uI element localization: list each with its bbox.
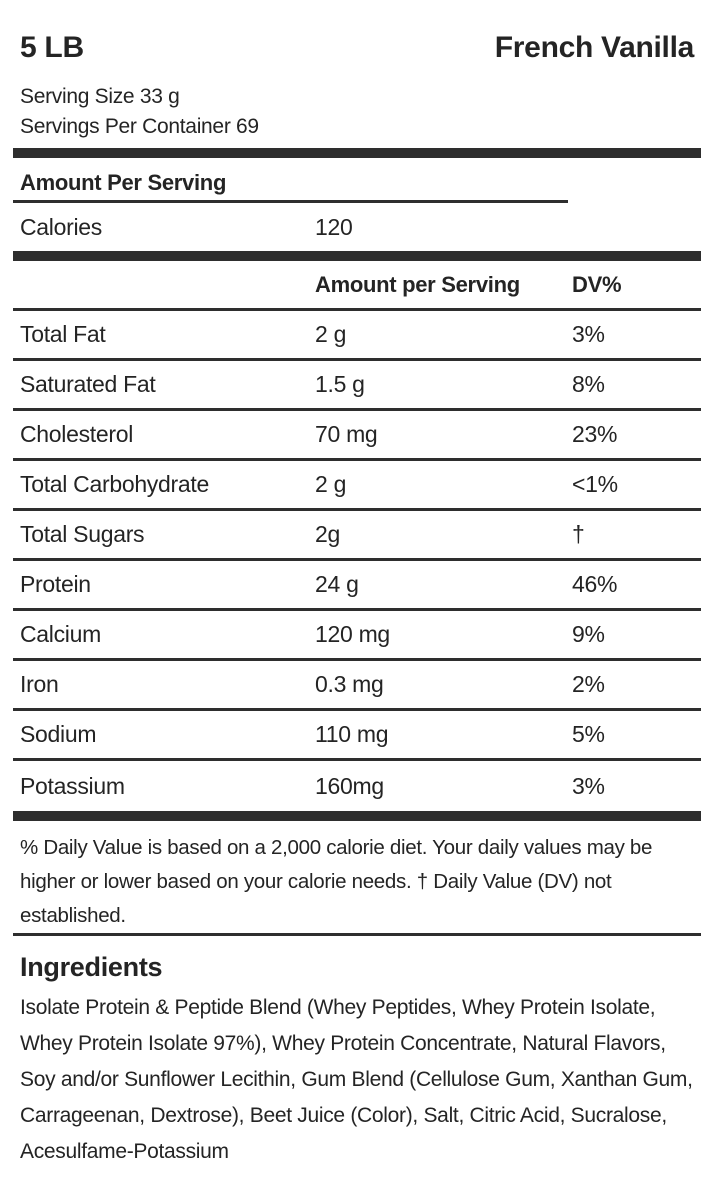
nutrient-dv: 23% bbox=[572, 421, 618, 447]
nutrient-label: Iron bbox=[20, 671, 59, 697]
nutrient-amount: 70 mg bbox=[315, 421, 378, 447]
amount-per-serving-heading: Amount Per Serving bbox=[20, 170, 227, 195]
calories-row: Calories 120 bbox=[13, 203, 701, 251]
nutrients-table-body: Total Fat 2 g 3% Saturated Fat 1.5 g 8% … bbox=[13, 311, 701, 811]
nutrient-label: Cholesterol bbox=[20, 421, 134, 447]
nutrient-amount: 110 mg bbox=[315, 721, 389, 747]
nutrient-dv: 3% bbox=[572, 321, 605, 347]
table-row: Protein 24 g 46% bbox=[13, 561, 701, 611]
nutrient-amount: 0.3 mg bbox=[315, 671, 384, 697]
divider-thin-partial bbox=[13, 200, 568, 203]
nutrient-label: Protein bbox=[20, 571, 91, 597]
table-row: Calcium 120 mg 9% bbox=[13, 611, 701, 661]
nutrient-dv: † bbox=[572, 521, 585, 547]
servings-per-container: Servings Per Container 69 bbox=[20, 115, 259, 138]
table-row: Total Carbohydrate 2 g <1% bbox=[13, 461, 701, 511]
divider-thick-top bbox=[13, 148, 701, 158]
calories-label: Calories bbox=[20, 213, 102, 240]
nutrient-dv: 46% bbox=[572, 571, 618, 597]
nutrient-dv: 8% bbox=[572, 371, 605, 397]
daily-value-footnote: % Daily Value is based on a 2,000 calori… bbox=[20, 836, 653, 927]
table-row: Potassium 160mg 3% bbox=[13, 761, 701, 811]
nutrient-label: Total Fat bbox=[20, 321, 106, 347]
flavor-name: French Vanilla bbox=[494, 31, 695, 64]
nutrient-dv: <1% bbox=[572, 471, 618, 497]
calories-value: 120 bbox=[315, 213, 353, 240]
ingredients-list: Isolate Protein & Peptide Blend (Whey Pe… bbox=[20, 996, 693, 1163]
divider-thin-full bbox=[13, 933, 701, 936]
serving-info: Serving Size 33 g Servings Per Container… bbox=[13, 82, 701, 142]
label-header: 5 LB French Vanilla bbox=[13, 30, 701, 66]
column-header-dv: DV% bbox=[572, 271, 622, 297]
nutrient-label: Total Sugars bbox=[20, 521, 145, 547]
nutrient-amount: 120 mg bbox=[315, 621, 390, 647]
nutrient-label: Saturated Fat bbox=[20, 371, 156, 397]
nutrient-label: Total Carbohydrate bbox=[20, 471, 209, 497]
nutrient-amount: 160mg bbox=[315, 772, 384, 799]
table-row: Sodium 110 mg 5% bbox=[13, 711, 701, 761]
table-row: Total Sugars 2g † bbox=[13, 511, 701, 561]
nutrient-dv: 3% bbox=[572, 772, 605, 799]
nutrient-dv: 9% bbox=[572, 621, 605, 647]
column-header-amount: Amount per Serving bbox=[315, 271, 520, 297]
nutrient-amount: 1.5 g bbox=[315, 371, 365, 397]
ingredients-heading: Ingredients bbox=[20, 952, 163, 982]
nutrient-dv: 5% bbox=[572, 721, 605, 747]
package-size: 5 LB bbox=[20, 31, 84, 64]
nutrient-dv: 2% bbox=[572, 671, 605, 697]
nutrient-amount: 24 g bbox=[315, 571, 359, 597]
nutrient-label: Calcium bbox=[20, 621, 101, 647]
nutrient-amount: 2 g bbox=[315, 471, 347, 497]
nutrient-label: Sodium bbox=[20, 721, 97, 747]
table-row: Saturated Fat 1.5 g 8% bbox=[13, 361, 701, 411]
divider-thick-bottom bbox=[13, 811, 701, 821]
table-row: Total Fat 2 g 3% bbox=[13, 311, 701, 361]
divider-thick-middle bbox=[13, 251, 701, 261]
nutrient-amount: 2g bbox=[315, 521, 340, 547]
nutrients-table-header: Amount per Serving DV% bbox=[13, 261, 701, 311]
nutrient-amount: 2 g bbox=[315, 321, 347, 347]
table-row: Iron 0.3 mg 2% bbox=[13, 661, 701, 711]
serving-size: Serving Size 33 g bbox=[20, 85, 180, 108]
table-row: Cholesterol 70 mg 23% bbox=[13, 411, 701, 461]
nutrient-label: Potassium bbox=[20, 772, 125, 799]
